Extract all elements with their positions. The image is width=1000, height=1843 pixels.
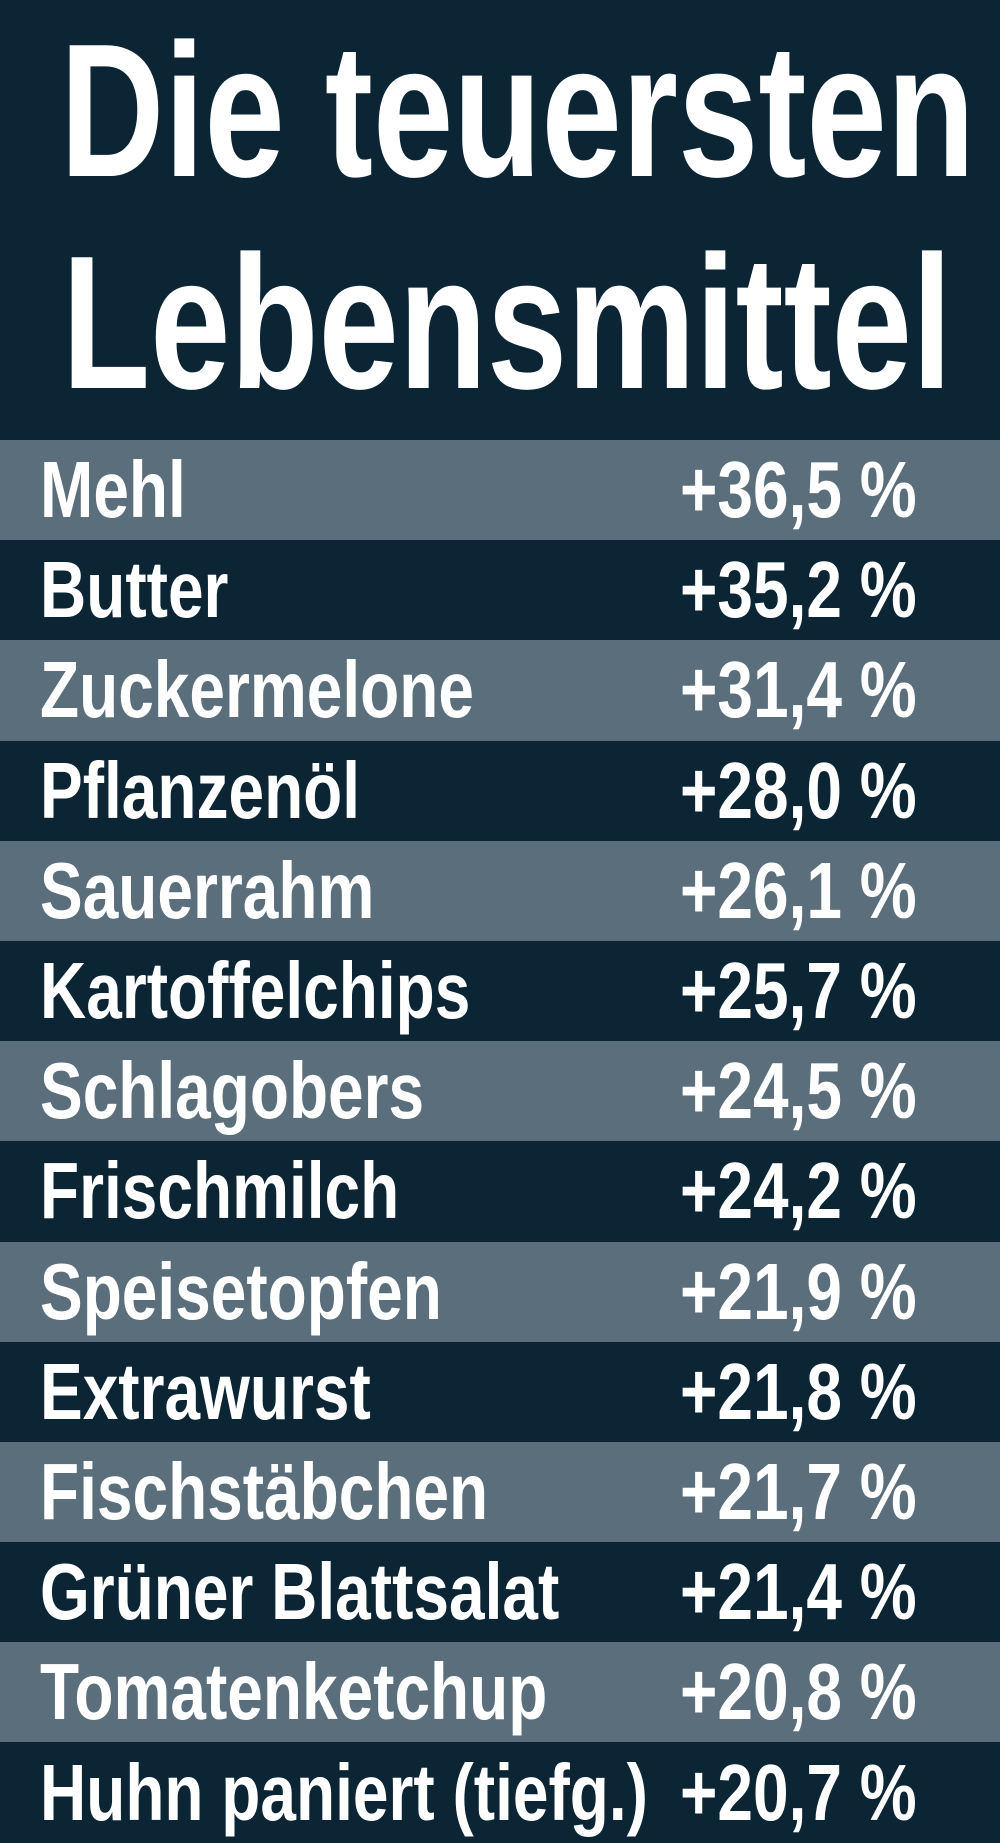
food-name: Sauerrahm [40, 845, 375, 935]
table-row: Zuckermelone +31,4 % [0, 640, 1000, 741]
price-increase: +21,4 % [680, 1547, 917, 1637]
price-increase: +20,7 % [680, 1747, 917, 1837]
table-row: Kartoffelchips +25,7 % [0, 940, 1000, 1042]
food-name: Kartoffelchips [40, 946, 471, 1036]
table-row: Sauerrahm +26,1 % [0, 840, 1000, 941]
price-increase: +25,7 % [680, 946, 917, 1036]
table-row: Mehl +36,5 % [0, 440, 1000, 541]
table-row: Extrawurst +21,8 % [0, 1341, 1000, 1442]
price-increase: +24,2 % [680, 1146, 917, 1236]
table-row: Grüner Blattsalat +21,4 % [0, 1542, 1000, 1643]
header: Die teuersten Lebensmittel [0, 0, 1000, 440]
table-row: Fischstäbchen +21,7 % [0, 1441, 1000, 1543]
title-line: Die teuersten [60, 5, 975, 217]
price-increase: +36,5 % [680, 445, 917, 535]
table: Mehl +36,5 % Butter +35,2 % Zuckermelone +31,… [0, 440, 1000, 1843]
table-row: Huhn paniert (tiefg.) +20,7 % [0, 1742, 1000, 1843]
food-name: Grüner Blattsalat [40, 1547, 560, 1637]
food-name: Extrawurst [40, 1346, 371, 1436]
table-row: Butter +35,2 % [0, 540, 1000, 641]
table-row: Frischmilch +24,2 % [0, 1141, 1000, 1242]
food-name: Zuckermelone [40, 645, 474, 735]
price-increase: +28,0 % [680, 745, 917, 835]
table-row: Speisetopfen +21,9 % [0, 1241, 1000, 1342]
price-increase: +21,9 % [680, 1246, 917, 1336]
table-row: Pflanzenöl +28,0 % [0, 740, 1000, 841]
food-name: Fischstäbchen [40, 1446, 489, 1536]
food-name: Frischmilch [40, 1146, 400, 1236]
food-name: Butter [40, 545, 229, 635]
food-name: Mehl [40, 445, 186, 535]
food-name: Schlagobers [40, 1046, 425, 1136]
price-increase: +26,1 % [680, 845, 917, 935]
price-increase: +31,4 % [680, 645, 917, 735]
price-increase: +24,5 % [680, 1046, 917, 1136]
price-increase: +35,2 % [680, 545, 917, 635]
price-increase: +21,8 % [680, 1346, 917, 1436]
food-name: Speisetopfen [40, 1246, 442, 1336]
title-line: Lebensmittel [62, 217, 952, 429]
food-name: Tomatenketchup [40, 1647, 548, 1737]
price-increase: +20,8 % [680, 1647, 917, 1737]
price-increase: +21,7 % [680, 1446, 917, 1536]
table-row: Tomatenketchup +20,8 % [0, 1642, 1000, 1743]
food-name: Pflanzenöl [40, 745, 361, 835]
food-name: Huhn paniert (tiefg.) [40, 1747, 648, 1837]
table-row: Schlagobers +24,5 % [0, 1041, 1000, 1142]
